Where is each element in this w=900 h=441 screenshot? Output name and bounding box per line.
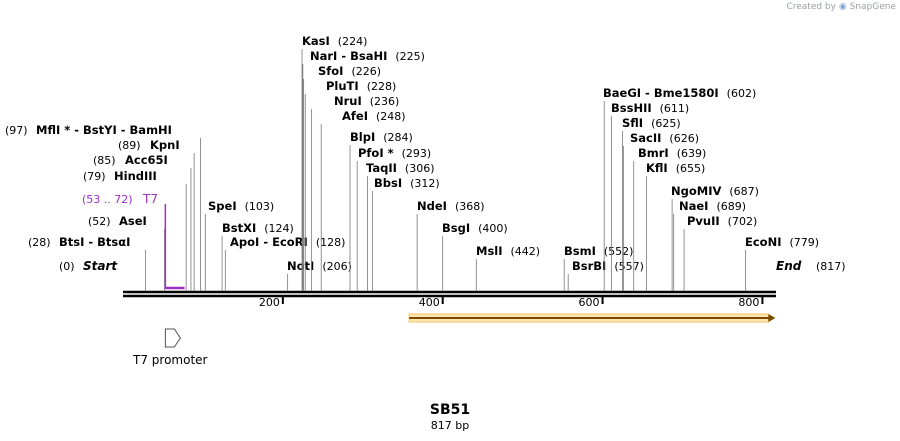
site-position: (236) bbox=[370, 95, 400, 108]
site-name: SflI bbox=[622, 116, 643, 130]
site-name: SacII bbox=[630, 131, 661, 145]
site-position: (97) bbox=[5, 124, 28, 137]
site-name: NgoMIV bbox=[671, 184, 721, 198]
site-position: (702) bbox=[728, 215, 758, 228]
site-position: (284) bbox=[383, 131, 413, 144]
site-position: (226) bbox=[351, 65, 381, 78]
site-name: BmrI bbox=[638, 146, 669, 160]
site-name: PluTI bbox=[326, 79, 359, 93]
site-name: TaqII bbox=[366, 161, 397, 175]
site-position: (28) bbox=[28, 236, 51, 249]
site-position: (602) bbox=[727, 87, 757, 100]
site-name: EcoNI bbox=[745, 235, 781, 249]
tick-label: 200 bbox=[259, 296, 280, 309]
site-name: NruI bbox=[334, 94, 362, 108]
primer-range: (53 .. 72) bbox=[82, 193, 133, 206]
site-position: (85) bbox=[93, 154, 116, 167]
site-name: KasI bbox=[302, 34, 330, 48]
site-position: (557) bbox=[614, 260, 644, 273]
site-name: BssHII bbox=[611, 101, 652, 115]
site-position: (228) bbox=[367, 80, 397, 93]
site-position: (225) bbox=[395, 50, 425, 63]
site-position: (293) bbox=[402, 147, 432, 160]
site-position: (89) bbox=[118, 139, 141, 152]
start-position: (0) bbox=[59, 260, 75, 273]
site-name: NarI - BsaHI bbox=[310, 49, 387, 63]
site-name: Acc65I bbox=[125, 153, 168, 167]
orf-arrow-head bbox=[768, 314, 776, 322]
site-position: (128) bbox=[316, 236, 346, 249]
plasmid-name: SB51 bbox=[429, 402, 471, 418]
plasmid-length: 817 bp bbox=[430, 419, 470, 432]
site-name: BtsI - BtsαI bbox=[59, 235, 130, 249]
site-name: NotI bbox=[287, 259, 314, 273]
site-name: PvuII bbox=[687, 214, 720, 228]
site-position: (400) bbox=[478, 222, 508, 235]
t7-promoter-icon[interactable] bbox=[164, 328, 181, 348]
t7-promoter-label: T7 promoter bbox=[132, 353, 208, 367]
start-label: Start bbox=[83, 259, 118, 273]
site-name: ApoI - EcoRI bbox=[230, 235, 308, 249]
tick-label: 800 bbox=[738, 296, 759, 309]
watermark-brand: SnapGene bbox=[849, 2, 896, 12]
site-name: KflI bbox=[646, 161, 668, 175]
site-name: BstXI bbox=[222, 221, 256, 235]
site-name: SfoI bbox=[318, 64, 343, 78]
site-position: (52) bbox=[88, 215, 111, 228]
site-name: PfoI * bbox=[358, 146, 394, 160]
site-position: (79) bbox=[83, 170, 106, 183]
site-name: MflI * - BstYI - BamHI bbox=[36, 123, 172, 137]
site-name: NdeI bbox=[417, 199, 447, 213]
site-name: MslI bbox=[476, 244, 503, 258]
site-name: BsrBI bbox=[572, 259, 606, 273]
site-position: (103) bbox=[245, 200, 275, 213]
site-position: (552) bbox=[604, 245, 634, 258]
site-name: BsgI bbox=[442, 221, 470, 235]
site-name: BbsI bbox=[374, 176, 402, 190]
watermark: Created by ◉ SnapGene bbox=[786, 2, 896, 12]
site-position: (206) bbox=[322, 260, 352, 273]
site-position: (224) bbox=[338, 35, 368, 48]
site-position: (611) bbox=[660, 102, 690, 115]
site-position: (312) bbox=[410, 177, 440, 190]
site-name: AfeI bbox=[342, 109, 368, 123]
tick-label: 600 bbox=[579, 296, 600, 309]
site-name: KpnI bbox=[150, 138, 180, 152]
site-position: (124) bbox=[264, 222, 294, 235]
site-name: HindIII bbox=[114, 169, 157, 183]
site-name: BsmI bbox=[564, 244, 596, 258]
site-name: BlpI bbox=[350, 130, 375, 144]
site-position: (655) bbox=[676, 162, 706, 175]
primer-name: T7 bbox=[142, 192, 158, 206]
site-position: (248) bbox=[376, 110, 406, 123]
end-position: (817) bbox=[816, 260, 846, 273]
site-name: AseI bbox=[119, 214, 147, 228]
site-name: SpeI bbox=[208, 199, 237, 213]
end-label: End bbox=[776, 259, 802, 273]
site-position: (626) bbox=[669, 132, 699, 145]
site-position: (368) bbox=[455, 200, 485, 213]
site-position: (779) bbox=[789, 236, 819, 249]
site-position: (687) bbox=[729, 185, 759, 198]
site-position: (689) bbox=[716, 200, 746, 213]
site-name: NaeI bbox=[679, 199, 708, 213]
site-position: (306) bbox=[405, 162, 435, 175]
snapgene-logo-icon: ◉ bbox=[838, 2, 847, 12]
site-position: (625) bbox=[651, 117, 681, 130]
site-position: (639) bbox=[677, 147, 707, 160]
watermark-prefix: Created by bbox=[786, 2, 836, 12]
site-name: BaeGI - Bme1580I bbox=[603, 86, 719, 100]
site-position: (442) bbox=[511, 245, 541, 258]
tick-label: 400 bbox=[419, 296, 440, 309]
